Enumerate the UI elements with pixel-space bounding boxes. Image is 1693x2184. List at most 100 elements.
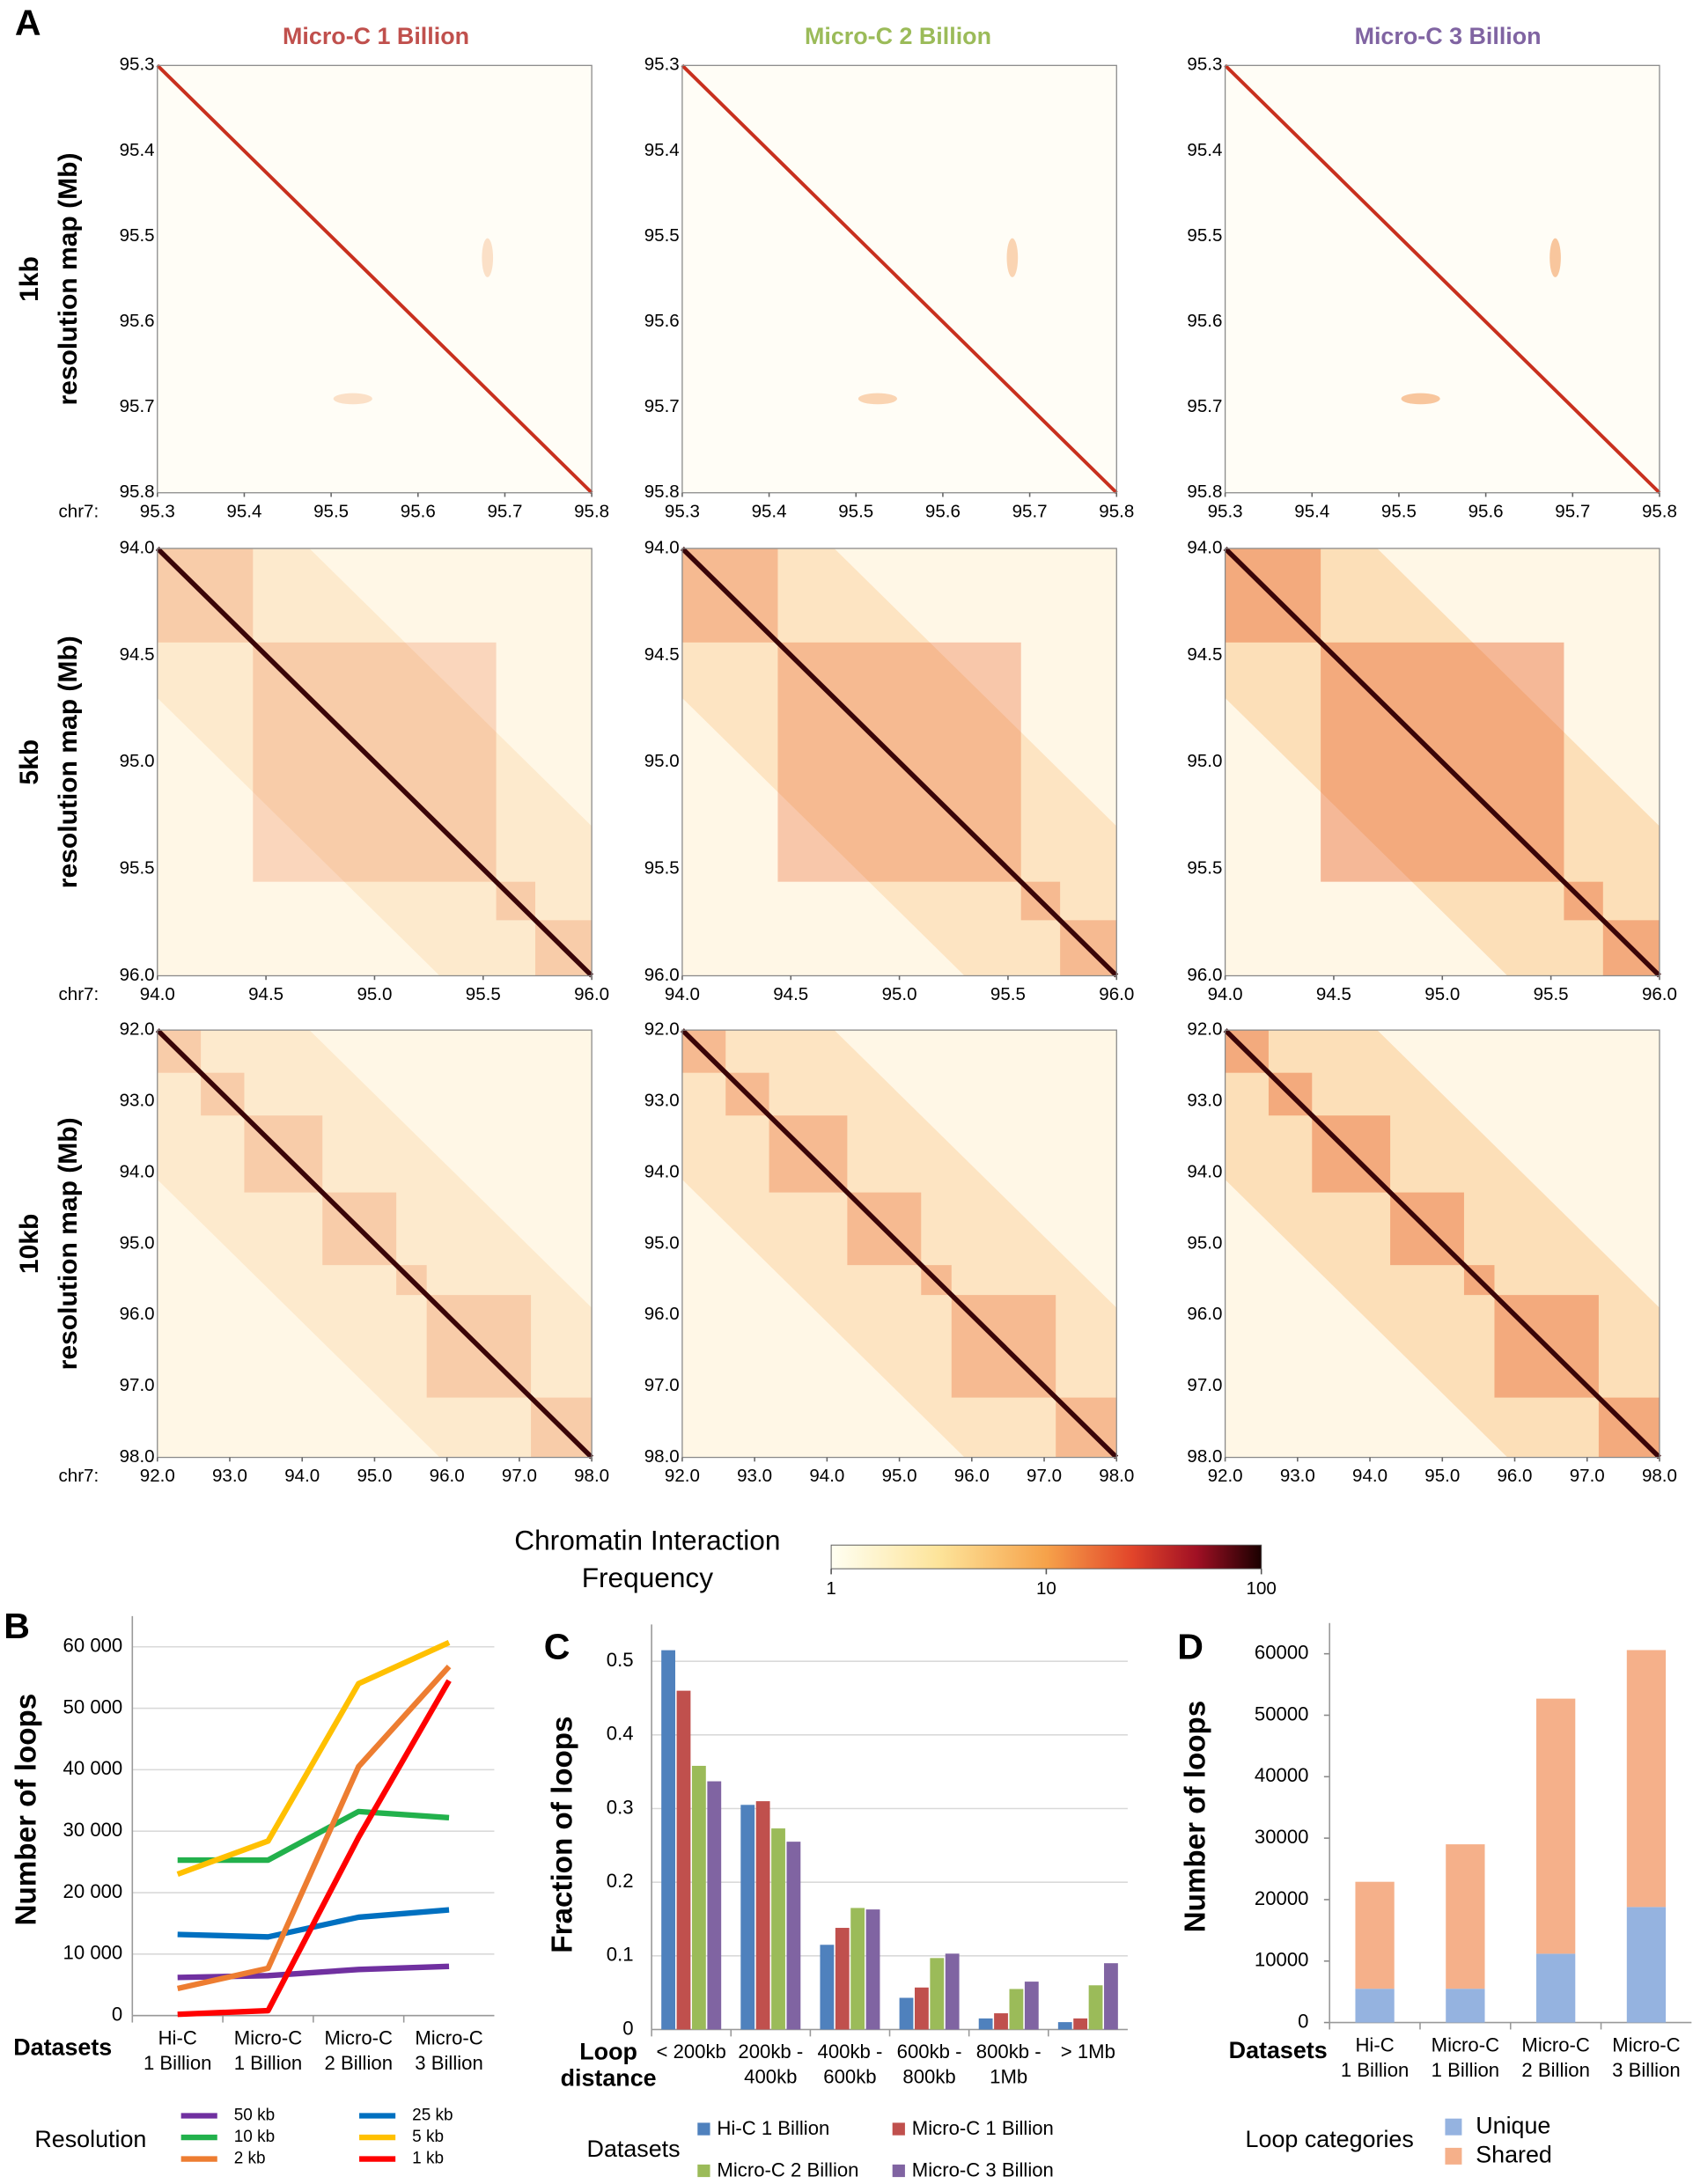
- x-tick-label: 400kb -: [818, 2041, 883, 2063]
- x-tick-label: 94.0: [140, 984, 175, 1004]
- bar-segment: [1536, 1953, 1576, 2023]
- y-tick-label: 40000: [1255, 1764, 1309, 1786]
- x-tick-label: 600kb -: [897, 2041, 962, 2063]
- y-tick-label: 95.5: [644, 225, 680, 246]
- heatmap: [680, 1028, 1119, 1460]
- x-tick-label: 97.0: [1027, 1466, 1062, 1486]
- y-axis-title: Fraction of loops: [546, 1717, 578, 1953]
- bar: [786, 1842, 801, 2030]
- bar: [850, 1908, 865, 2030]
- bar: [899, 1997, 914, 2030]
- y-tick-label: 93.0: [120, 1090, 155, 1110]
- column-title: Micro-C 3 Billion: [1355, 23, 1542, 49]
- y-tick-label: 96.0: [644, 965, 680, 985]
- x-tick-label: 94.5: [248, 984, 283, 1004]
- x-tick-label: 2 Billion: [325, 2052, 393, 2074]
- legend-label: Unique: [1476, 2112, 1550, 2138]
- bar: [1009, 1989, 1024, 2030]
- y-axis-title: Number of loops: [1180, 1701, 1212, 1933]
- x-tick-label: 96.0: [1642, 984, 1677, 1004]
- x-tick-label: 96.0: [1099, 984, 1134, 1004]
- x-axis-title: distance: [561, 2064, 657, 2091]
- chr-label: chr7:: [59, 1466, 99, 1486]
- x-tick-label: 95.5: [466, 984, 501, 1004]
- line-series: [177, 1963, 450, 1981]
- bar: [978, 2018, 993, 2030]
- legend-label: 25 kb: [412, 2107, 453, 2125]
- panel-label: B: [4, 1606, 30, 1646]
- x-tick-label: 95.8: [1099, 501, 1134, 521]
- y-tick-label: 95.0: [644, 1232, 680, 1253]
- colorbar-title: Frequency: [582, 1562, 714, 1593]
- y-tick-label: 95.5: [120, 858, 155, 879]
- legend-swatch: [892, 2122, 905, 2136]
- x-tick-label: 95.5: [313, 501, 349, 521]
- y-tick-label: 96.0: [120, 965, 155, 985]
- x-tick-label: 95.0: [882, 984, 917, 1004]
- x-tick-label: 95.5: [1534, 984, 1569, 1004]
- x-tick-label: 94.5: [773, 984, 808, 1004]
- heatmap: [156, 63, 593, 495]
- y-tick-label: 94.0: [644, 1161, 680, 1181]
- y-tick-label: 0.4: [607, 1723, 634, 1745]
- x-tick-label: 94.0: [284, 1466, 320, 1486]
- bar: [691, 1765, 706, 2030]
- x-tick-label: 95.3: [1208, 501, 1243, 521]
- x-tick-label: 98.0: [1099, 1466, 1134, 1486]
- y-tick-label: 92.0: [644, 1019, 680, 1040]
- row-label: 10kb: [15, 1214, 44, 1274]
- y-tick-label: 95.4: [644, 140, 680, 160]
- y-tick-label: 95.3: [1187, 55, 1222, 75]
- heatmap-diagonal: [1223, 1028, 1661, 1460]
- colorbar-tick-label: 100: [1247, 1578, 1277, 1599]
- x-tick-label: 95.6: [1468, 501, 1504, 521]
- heatmap-loop: [1006, 238, 1019, 277]
- y-tick-label: 95.7: [120, 396, 155, 416]
- x-tick-label: 800kb: [902, 2066, 955, 2088]
- y-tick-label: 94.0: [120, 537, 155, 557]
- legend-title: Resolution: [34, 2126, 146, 2152]
- x-tick-label: 1Mb: [990, 2066, 1027, 2088]
- x-tick-label: 98.0: [1642, 1466, 1677, 1486]
- x-tick-label: Micro-C: [1612, 2033, 1680, 2055]
- x-tick-label: 1 Billion: [234, 2052, 302, 2074]
- bar: [820, 1945, 835, 2030]
- x-axis-title: Loop: [579, 2038, 637, 2064]
- legend-swatch: [697, 2122, 710, 2136]
- y-tick-label: 50000: [1255, 1702, 1309, 1724]
- x-tick-label: 94.0: [1352, 1466, 1388, 1486]
- x-tick-label: 95.0: [1424, 984, 1460, 1004]
- y-tick-label: 30000: [1255, 1826, 1309, 1848]
- legend-label: 5 kb: [412, 2128, 444, 2146]
- y-tick-label: 0.3: [607, 1796, 634, 1818]
- x-tick-label: 97.0: [502, 1466, 537, 1486]
- bar-segment: [1536, 1698, 1576, 1954]
- x-tick-label: 1 Billion: [144, 2052, 211, 2074]
- x-tick-label: Micro-C: [234, 2026, 302, 2048]
- y-tick-label: 96.0: [120, 1304, 155, 1324]
- legend-swatch: [892, 2164, 905, 2178]
- bar: [945, 1953, 960, 2030]
- x-tick-label: 95.8: [574, 501, 609, 521]
- x-tick-label: < 200kb: [657, 2041, 726, 2063]
- x-tick-label: 97.0: [1570, 1466, 1605, 1486]
- bar: [755, 1801, 770, 2030]
- y-tick-label: 94.0: [644, 537, 680, 557]
- legend-label: Shared: [1476, 2141, 1552, 2167]
- x-tick-label: 200kb -: [738, 2041, 803, 2063]
- y-tick-label: 0.1: [607, 1944, 634, 1966]
- y-tick-label: 92.0: [1187, 1019, 1222, 1040]
- y-tick-label: 97.0: [644, 1375, 680, 1395]
- row-label: resolution map (Mb): [54, 636, 83, 888]
- bar: [1024, 1982, 1039, 2030]
- x-tick-label: 92.0: [665, 1466, 700, 1486]
- x-tick-label: 1 Billion: [1341, 2059, 1409, 2081]
- y-tick-label: 95.7: [644, 396, 680, 416]
- x-tick-label: Micro-C: [1521, 2033, 1589, 2055]
- y-tick-label: 95.6: [644, 311, 680, 331]
- x-tick-label: 95.5: [1381, 501, 1417, 521]
- y-tick-label: 50 000: [63, 1695, 123, 1717]
- heatmap-loop: [482, 238, 494, 277]
- bar: [835, 1928, 850, 2030]
- legend-label: Micro-C 1 Billion: [912, 2117, 1054, 2139]
